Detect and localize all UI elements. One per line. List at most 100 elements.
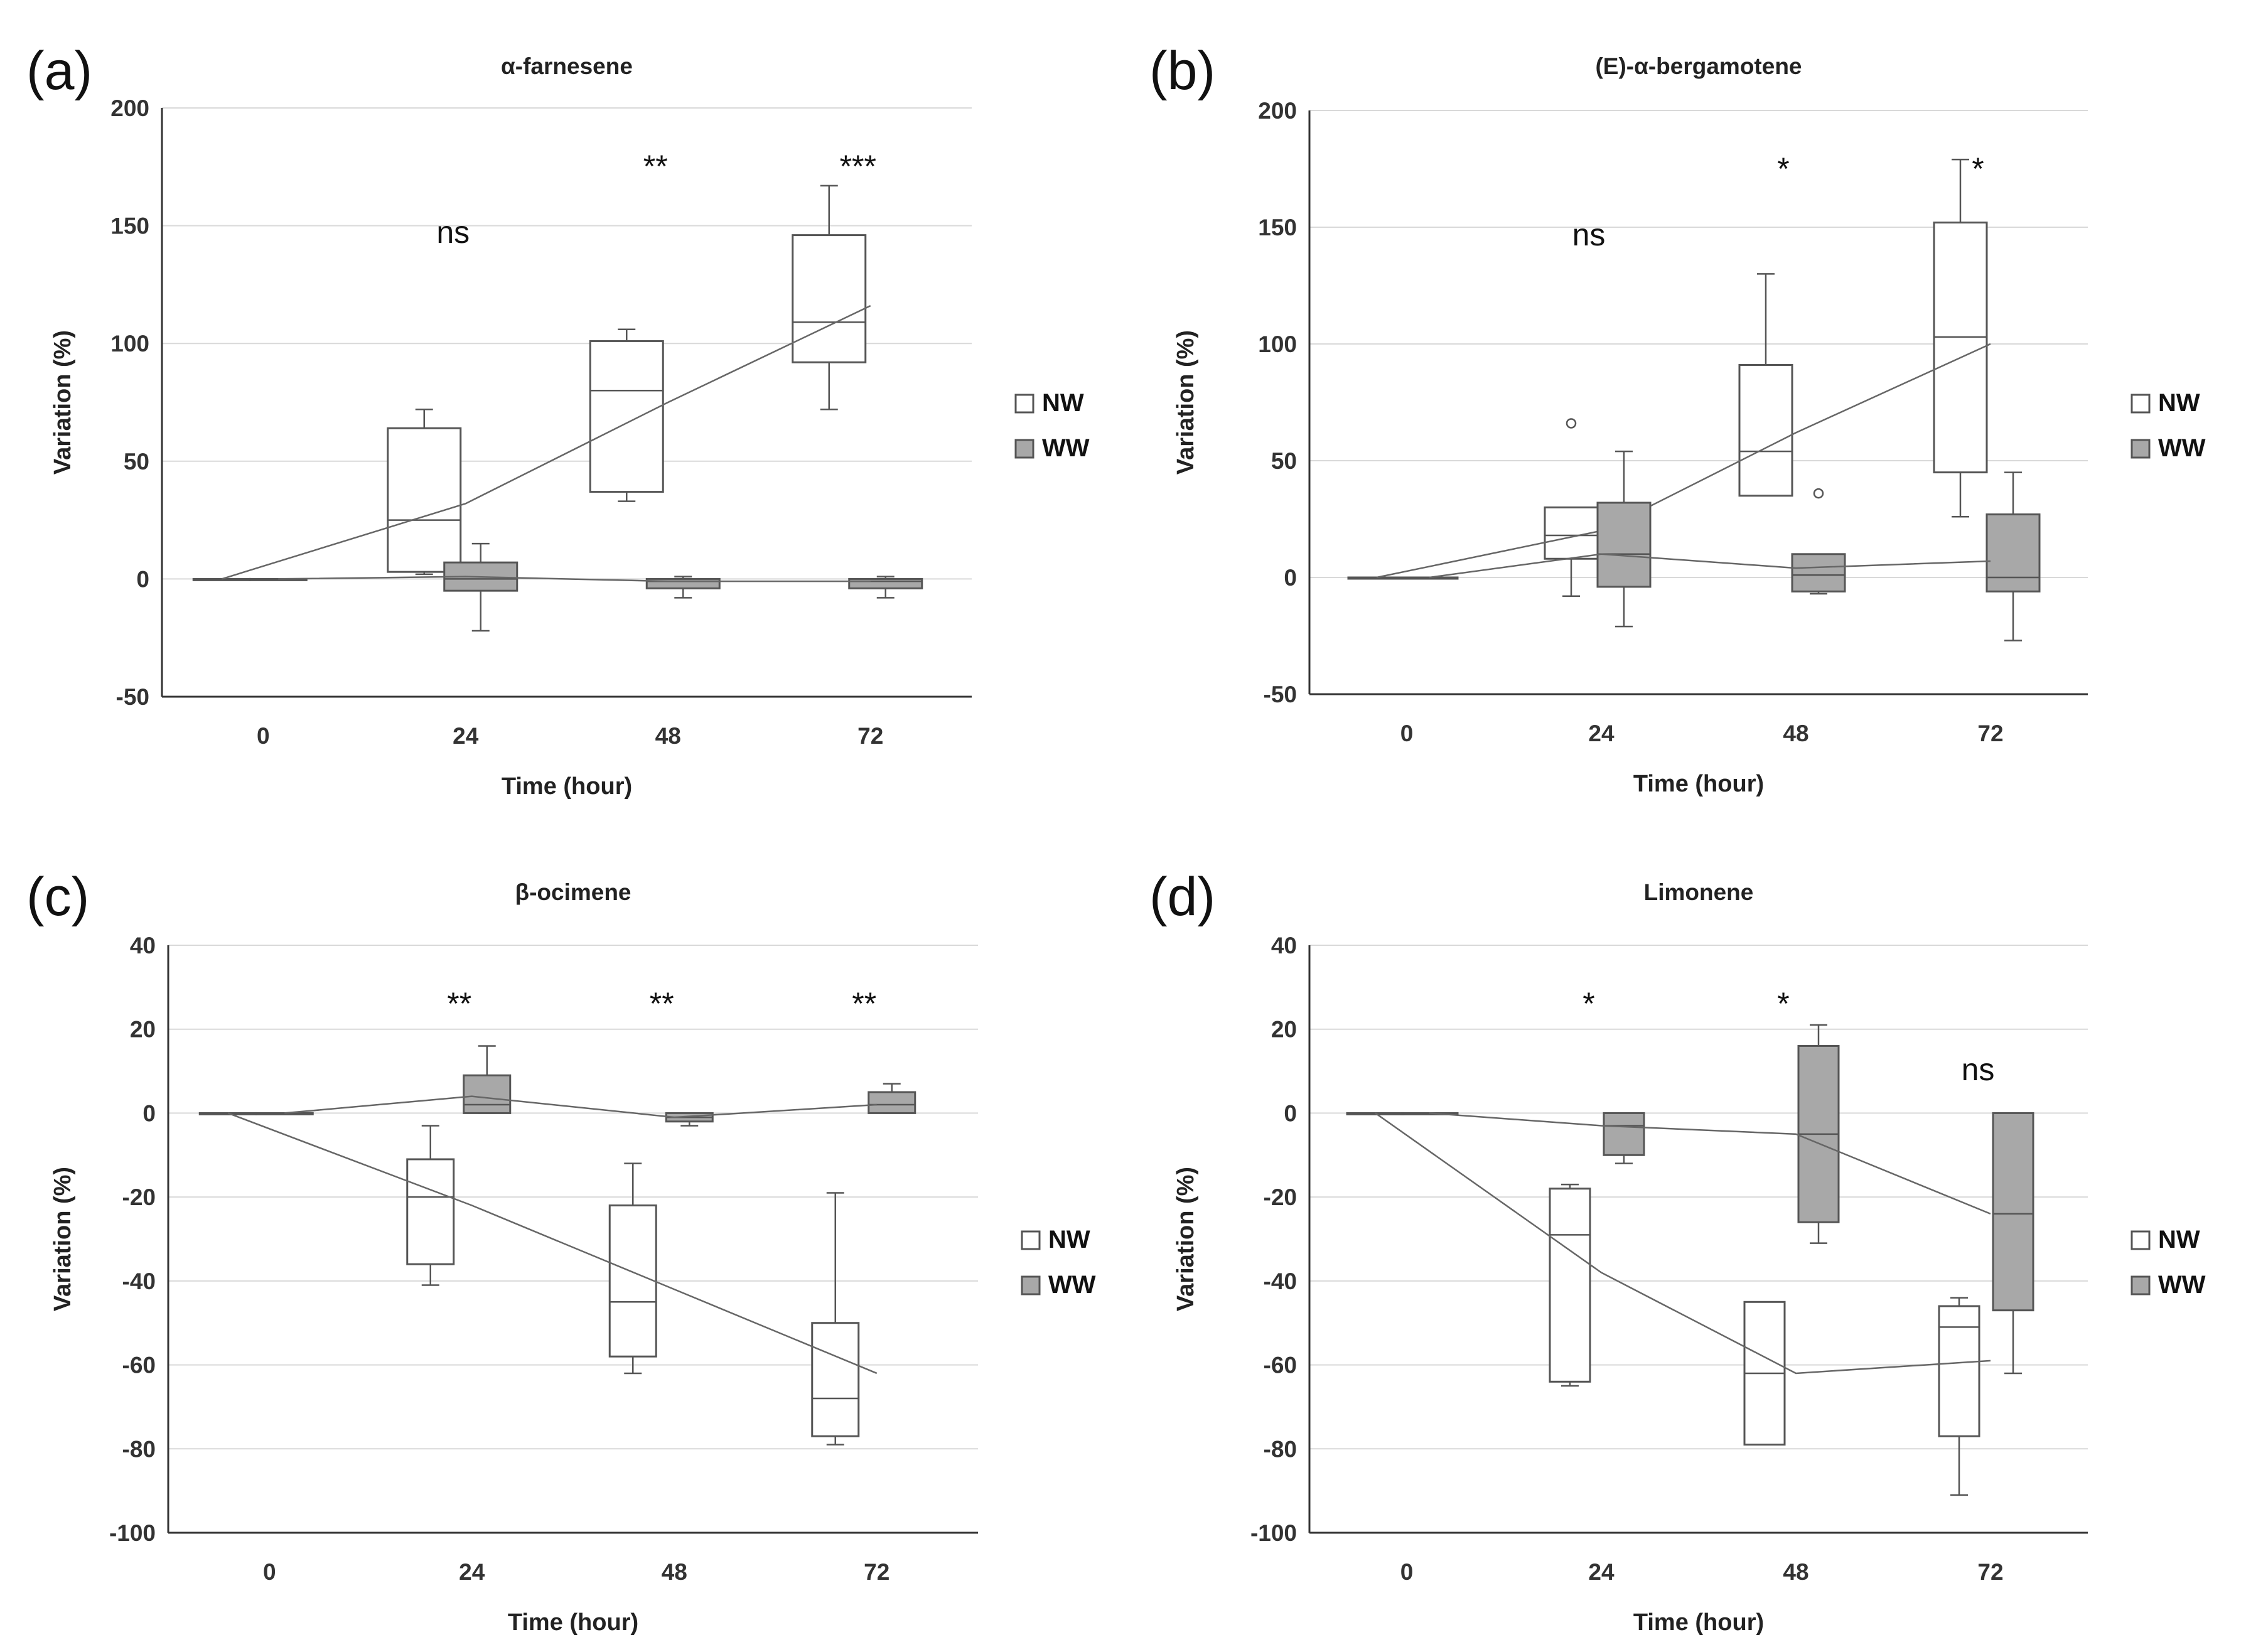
box-body — [1603, 1112, 1645, 1156]
y-tick-label: -80 — [122, 1436, 156, 1462]
box-ww-72 — [868, 1083, 916, 1114]
chart-title: α-farnesene — [501, 53, 633, 79]
mean-line-ww — [284, 1095, 877, 1118]
y-axis-label: Variation (%) — [50, 330, 76, 475]
box-nw-72 — [1933, 158, 1988, 518]
y-tick-label: -60 — [1264, 1353, 1297, 1378]
legend-swatch-ww — [2130, 439, 2151, 459]
significance-label: ** — [650, 986, 674, 1021]
legend-label-nw: NW — [1048, 1226, 1090, 1253]
box-body — [1985, 513, 2041, 593]
box-body — [1596, 501, 1652, 588]
box-nw-0 — [192, 577, 251, 581]
chart-svg: (b) (E)-α-bergamotene -50 0 50 100 150 200 0 24 48… — [1149, 41, 2206, 797]
box-body — [463, 1074, 512, 1114]
y-tick-label: -100 — [1250, 1520, 1297, 1546]
x-tick-label: 0 — [1400, 721, 1414, 746]
box-ww-48 — [1791, 488, 1846, 595]
y-axis-label: Variation (%) — [1173, 330, 1199, 475]
panel-label: (d) — [1149, 867, 1215, 927]
y-tick-label: 20 — [1271, 1017, 1297, 1043]
x-tick-label: 48 — [1783, 721, 1808, 746]
legend-swatch-ww — [1021, 1275, 1041, 1295]
y-tick-label: 150 — [1258, 215, 1297, 240]
significance-label: * — [1972, 151, 1984, 186]
box-ww-72 — [1985, 471, 2041, 641]
mean-line-nw — [227, 1112, 878, 1375]
significance-label: ns — [436, 215, 470, 250]
significance-label: *** — [840, 149, 876, 184]
y-tick-label: -40 — [122, 1268, 156, 1294]
box-body — [1791, 553, 1846, 593]
box-body — [1938, 1305, 1980, 1437]
box-ww-24 — [1603, 1112, 1645, 1164]
y-tick-label: -50 — [116, 684, 149, 710]
legend-swatch-nw — [1021, 1230, 1041, 1250]
y-tick-label: 0 — [1284, 1100, 1297, 1126]
y-tick-label: 100 — [1258, 331, 1297, 357]
y-tick-label: -80 — [1264, 1436, 1297, 1462]
chart-title: (E)-α-bergamotene — [1595, 53, 1802, 79]
x-tick-label: 0 — [257, 723, 270, 749]
y-tick-label: 0 — [1284, 565, 1297, 591]
box-nw-48 — [1743, 1301, 1786, 1446]
x-tick-label: 24 — [459, 1559, 485, 1585]
legend-swatch-nw — [2130, 1230, 2151, 1250]
y-tick-label: -20 — [1264, 1184, 1297, 1210]
significance-label: * — [1777, 151, 1789, 186]
box-ww-24 — [1596, 450, 1652, 628]
x-tick-label: 24 — [1588, 1559, 1615, 1585]
y-axis-label: Variation (%) — [1173, 1167, 1199, 1311]
outlier-point — [1566, 418, 1577, 429]
legend-swatch-ww — [2130, 1275, 2151, 1295]
significance-label: * — [1582, 986, 1594, 1021]
y-tick-label: 20 — [130, 1017, 156, 1043]
y-tick-label: 0 — [142, 1100, 156, 1126]
significance-label: * — [1777, 986, 1789, 1021]
y-tick-label: -20 — [122, 1184, 156, 1210]
chart-svg: (c) β-ocimene -100 -80 -60 -40 -20 0 20 40 0 24 48 72… — [26, 867, 1096, 1636]
box-body — [608, 1204, 657, 1358]
box-ww-48 — [645, 576, 721, 599]
legend-label-nw: NW — [2158, 389, 2200, 417]
box-nw-72 — [811, 1192, 860, 1446]
box-nw-48 — [608, 1162, 657, 1375]
box-body — [848, 577, 923, 589]
y-tick-label: -100 — [109, 1520, 156, 1546]
y-tick-label: -60 — [122, 1353, 156, 1378]
box-nw-72 — [792, 185, 867, 410]
box-body — [589, 340, 664, 493]
mean-line-ww — [1429, 553, 1991, 579]
box-ww-72 — [1992, 1112, 2034, 1375]
x-tick-label: 24 — [1588, 721, 1615, 746]
outlier-point — [1813, 488, 1824, 499]
box-nw-48 — [589, 328, 664, 502]
legend-label-ww: WW — [2158, 1271, 2206, 1299]
significance-label: ** — [447, 986, 471, 1021]
x-tick-label: 48 — [655, 723, 681, 749]
chart-svg: (d) Limonene -100 -80 -60 -40 -20 0 20 40 0 24 48 72 T… — [1149, 867, 2206, 1636]
x-axis-label: Time (hour) — [1633, 771, 1764, 797]
y-tick-label: 50 — [1271, 448, 1297, 474]
significance-label: ** — [643, 149, 668, 184]
y-tick-label: 50 — [124, 449, 149, 475]
box-nw-0 — [1347, 576, 1406, 580]
legend-swatch-nw — [2130, 394, 2151, 414]
x-axis-label: Time (hour) — [508, 1609, 638, 1636]
panel-label: (a) — [26, 41, 92, 101]
mean-line-ww — [1429, 1112, 1991, 1215]
box-ww-48 — [665, 1112, 714, 1127]
x-axis-label: Time (hour) — [502, 773, 632, 800]
box-body — [868, 1091, 916, 1114]
significance-label: ns — [1962, 1052, 1995, 1087]
x-tick-label: 72 — [857, 723, 883, 749]
x-tick-label: 24 — [453, 723, 479, 749]
x-tick-label: 72 — [864, 1559, 889, 1585]
x-tick-label: 0 — [263, 1559, 276, 1585]
y-tick-label: 200 — [110, 95, 149, 121]
box-ww-0 — [255, 1112, 314, 1115]
legend-label-ww: WW — [2158, 434, 2206, 462]
x-tick-label: 72 — [1977, 1559, 2003, 1585]
panel-label: (b) — [1149, 41, 1215, 101]
